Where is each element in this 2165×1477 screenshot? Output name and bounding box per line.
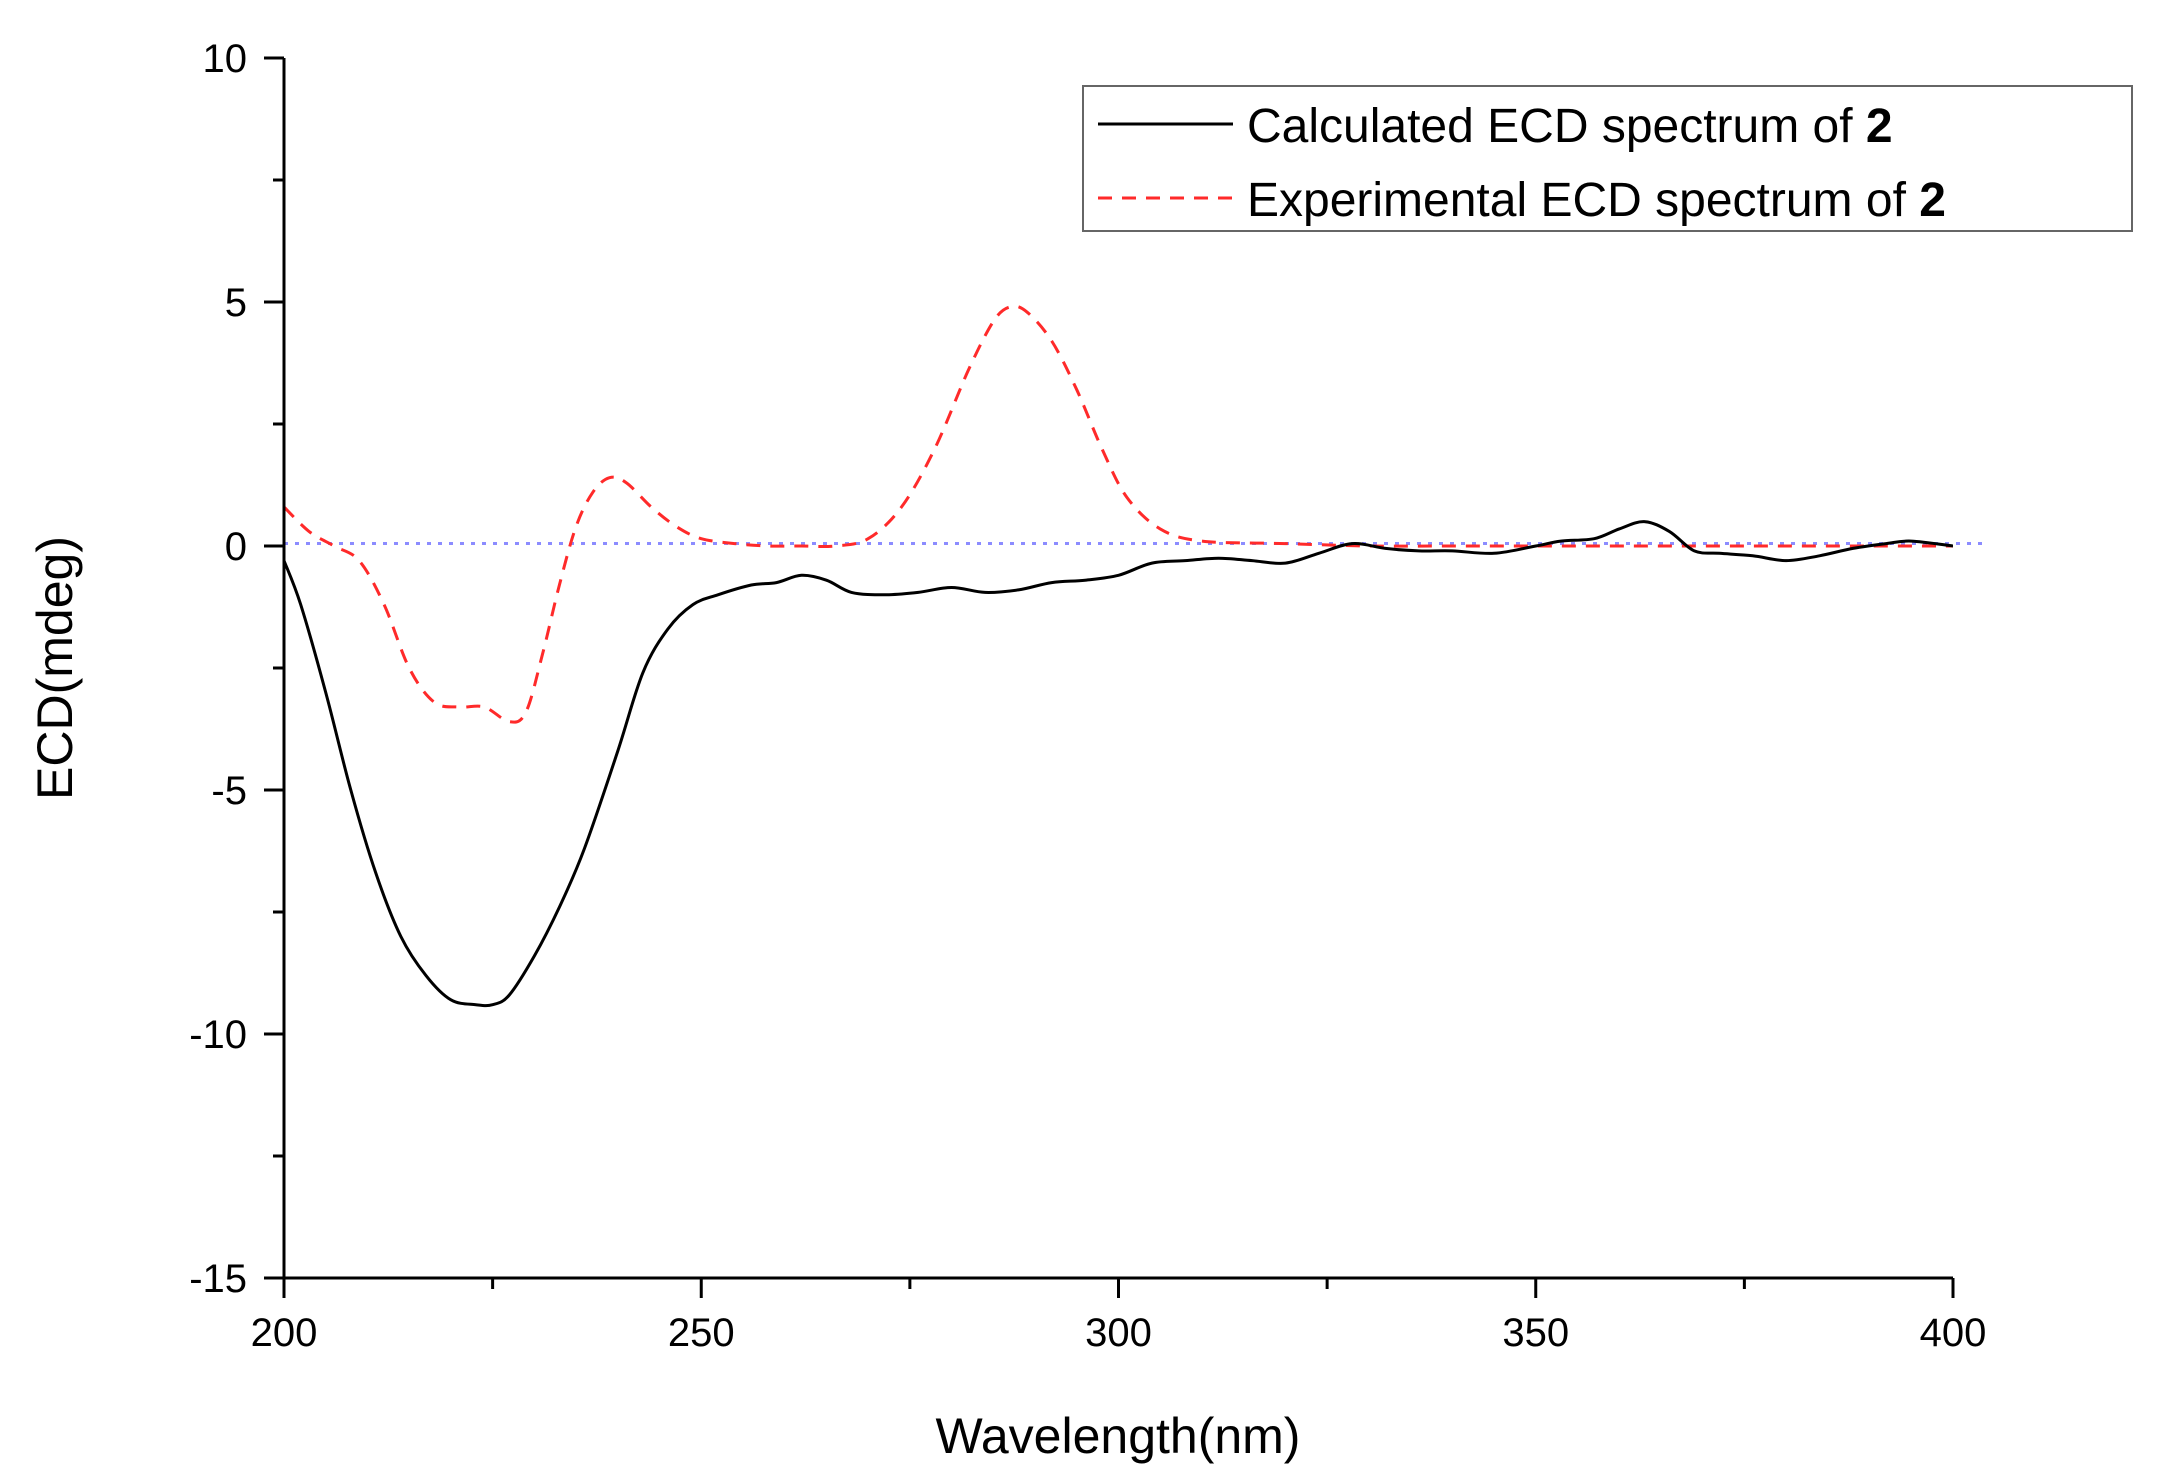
y-tick-label-0: 0 [225,525,247,569]
y-axis-title: ECD(mdeg) [27,536,83,800]
legend: Calculated ECD spectrum of 2 Experimenta… [1082,85,2133,232]
y-tick-label-5: 5 [225,281,247,325]
x-tick-label-250: 250 [668,1311,735,1355]
y-tick-label--5: -5 [211,769,247,813]
x-tick-label-300: 300 [1085,1311,1152,1355]
x-axis-title: Wavelength(nm) [936,1408,1301,1464]
series-line-calculated [284,520,1953,1008]
x-tick-label-400: 400 [1920,1311,1987,1355]
x-tick-label-350: 350 [1502,1311,1569,1355]
y-tick-label--15: -15 [189,1257,247,1301]
y-tick-label--10: -10 [189,1013,247,1057]
legend-box [1082,85,2133,232]
series-line-experimental [284,304,1953,724]
x-tick-label-200: 200 [251,1311,318,1355]
legend-label-calculated: Calculated ECD spectrum of 2 [1247,100,1893,153]
y-tick-label-10: 10 [203,37,248,81]
legend-label-experimental: Experimental ECD spectrum of 2 [1247,174,1946,227]
